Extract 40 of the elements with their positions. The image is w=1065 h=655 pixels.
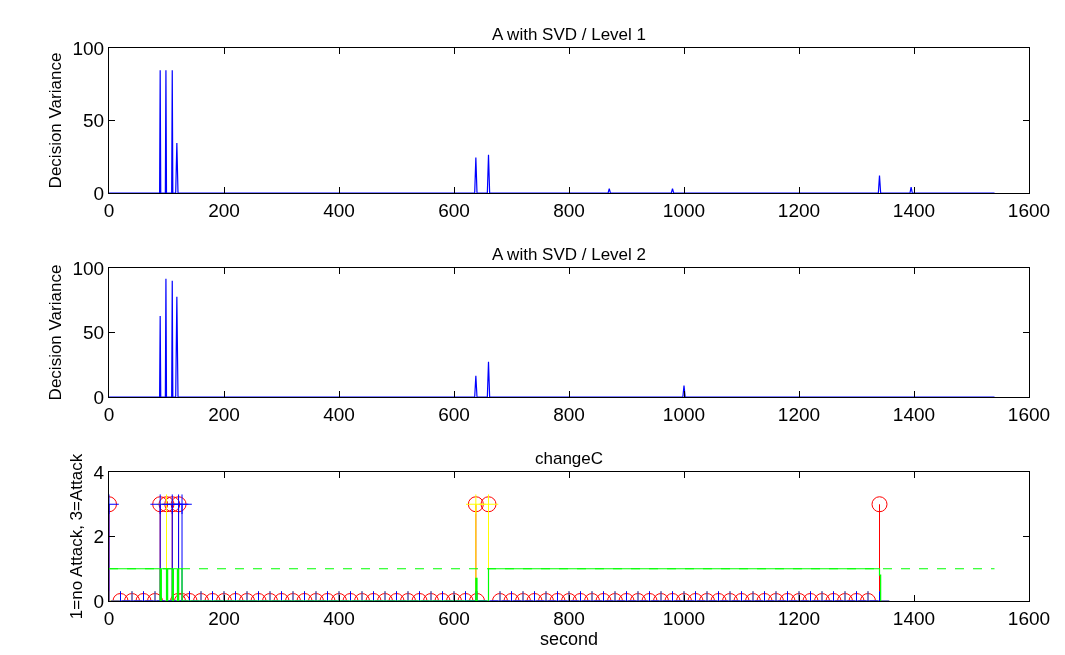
x-tick-label: 600 (438, 199, 470, 221)
y-tick-label: 0 (93, 386, 105, 408)
y-axis-title: Decision Variance (46, 264, 66, 401)
y-tick-label: 0 (93, 182, 105, 204)
x-tick-label: 1000 (662, 199, 706, 221)
y-tick-label: 2 (93, 526, 105, 548)
x-tick-label: 600 (438, 607, 470, 629)
x-tick-label: 1200 (777, 403, 821, 425)
x-tick-label: 800 (553, 403, 585, 425)
chart-title: A with SVD / Level 1 (492, 25, 647, 44)
x-tick-label: 1000 (662, 607, 706, 629)
y-tick-label: 50 (83, 110, 105, 132)
y-tick-label: 0 (93, 590, 105, 612)
x-tick-label: 200 (208, 403, 240, 425)
x-tick-label: 200 (208, 607, 240, 629)
x-tick-label: 1400 (892, 199, 936, 221)
x-tick-label: 1200 (777, 199, 821, 221)
chart-title: changeC (535, 449, 604, 468)
chart-title: A with SVD / Level 2 (492, 245, 647, 264)
x-tick-label: 600 (438, 403, 470, 425)
x-tick-label: 1400 (892, 403, 936, 425)
x-tick-label: 1200 (777, 607, 821, 629)
x-tick-label: 200 (208, 199, 240, 221)
y-axis-title: Decision Variance (46, 52, 66, 189)
x-tick-label: 400 (323, 607, 355, 629)
y-tick-label: 100 (72, 37, 105, 59)
x-tick-label: 1600 (1007, 199, 1051, 221)
y-tick-label: 4 (93, 461, 105, 483)
x-tick-label: 400 (323, 199, 355, 221)
x-tick-label: 1400 (892, 607, 936, 629)
y-tick-label: 50 (83, 322, 105, 344)
x-tick-label: 1000 (662, 403, 706, 425)
y-tick-label: 100 (72, 257, 105, 279)
x-tick-label: 1600 (1007, 403, 1051, 425)
x-tick-label: 800 (553, 607, 585, 629)
x-tick-label: 1600 (1007, 607, 1051, 629)
y-axis-title: 1=no Attack, 3=Attack (67, 453, 87, 620)
x-tick-label: 800 (553, 199, 585, 221)
x-tick-label: 400 (323, 403, 355, 425)
x-axis-title: second (539, 628, 599, 649)
